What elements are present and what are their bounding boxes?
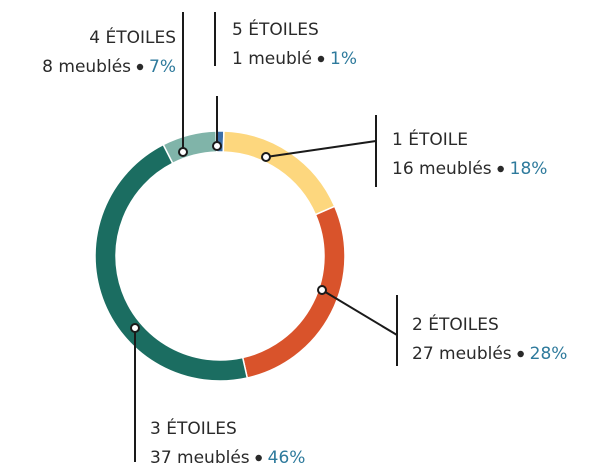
- leader-dot: [317, 285, 327, 295]
- donut-slice: [222, 130, 336, 216]
- donut-slice: [241, 205, 346, 379]
- percent-label: 46%: [268, 448, 306, 466]
- bullet: [255, 454, 262, 462]
- percent-label: 28%: [530, 344, 568, 364]
- leader-line: [214, 12, 218, 146]
- bullet: [497, 165, 504, 173]
- leader-dot: [178, 147, 188, 157]
- slice-label: 3 ÉTOILES: [150, 417, 237, 439]
- count-label: 16 meublés: [392, 159, 492, 179]
- donut-slice: [162, 130, 218, 165]
- bullet: [136, 63, 144, 71]
- slice-label: 5 ÉTOILES: [232, 18, 319, 40]
- count-label: 1 meublé: [232, 49, 312, 69]
- leader-line: [321, 289, 398, 366]
- bullet: [517, 350, 524, 358]
- leader-line: [265, 115, 377, 187]
- leader-dot: [261, 152, 271, 162]
- percent-label: 1%: [330, 49, 357, 69]
- slice-label: 2 ÉTOILES: [412, 313, 499, 335]
- count-label: 8 meublés: [42, 57, 131, 77]
- percent-label: 18%: [510, 159, 548, 179]
- donut-slice: [94, 143, 249, 382]
- count-label: 37 meublés: [150, 448, 250, 466]
- leader-dot: [130, 323, 140, 333]
- percent-label: 7%: [149, 57, 176, 77]
- leader-dot: [212, 141, 222, 151]
- bullet: [317, 55, 325, 63]
- slice-label: 4 ÉTOILES: [89, 26, 176, 48]
- count-label: 27 meublés: [412, 344, 512, 364]
- slice-label: 1 ÉTOILE: [392, 128, 468, 150]
